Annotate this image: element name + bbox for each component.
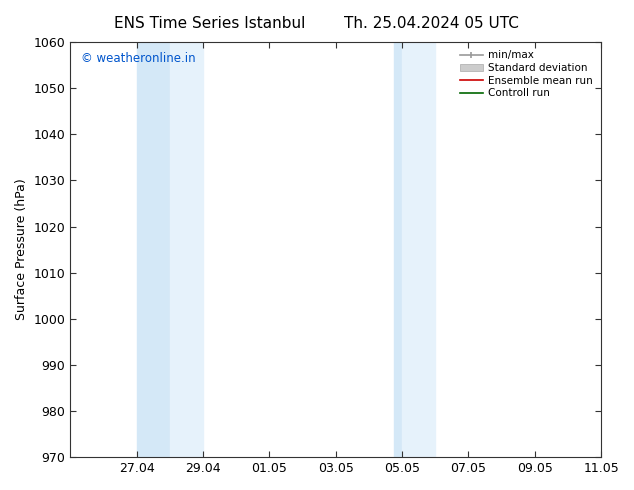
Bar (402, 42, 435, 457)
Bar (394, 42, 402, 457)
Bar (137, 42, 170, 457)
Legend: min/max, Standard deviation, Ensemble mean run, Controll run: min/max, Standard deviation, Ensemble me… (456, 47, 596, 101)
Bar (170, 42, 203, 457)
Text: Th. 25.04.2024 05 UTC: Th. 25.04.2024 05 UTC (344, 16, 519, 31)
Text: © weatheronline.in: © weatheronline.in (81, 52, 195, 66)
Y-axis label: Surface Pressure (hPa): Surface Pressure (hPa) (15, 179, 28, 320)
Text: ENS Time Series Istanbul: ENS Time Series Istanbul (113, 16, 305, 31)
